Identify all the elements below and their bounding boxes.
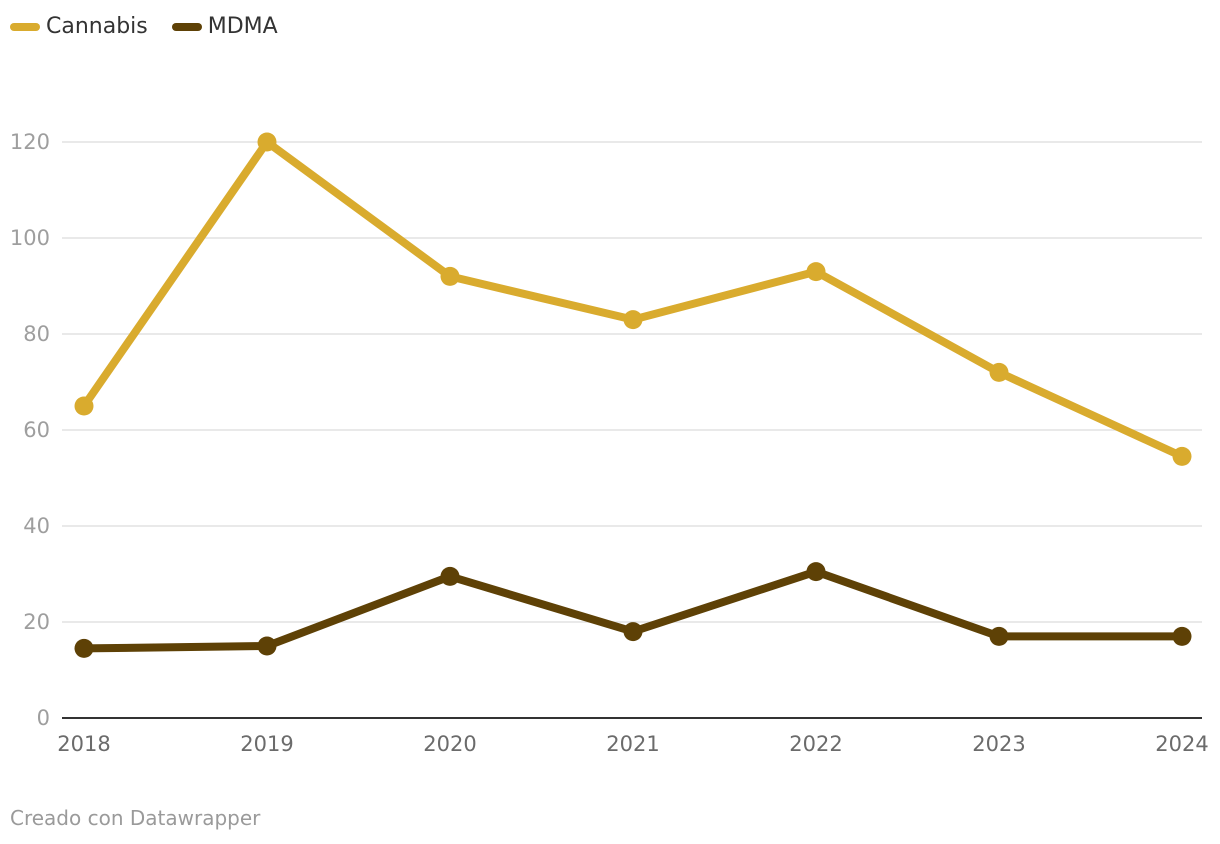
data-point-cannabis-2022 bbox=[806, 262, 826, 282]
x-tick-label-2019: 2019 bbox=[240, 732, 293, 756]
footer-credit: Creado con Datawrapper bbox=[10, 806, 261, 830]
chart-legend: Cannabis MDMA bbox=[10, 14, 278, 39]
data-point-mdma-2021 bbox=[623, 622, 643, 642]
y-tick-label-0: 0 bbox=[37, 706, 50, 730]
legend-swatch-cannabis bbox=[10, 22, 40, 31]
data-point-cannabis-2023 bbox=[989, 362, 1009, 382]
data-point-cannabis-2018 bbox=[74, 396, 94, 416]
data-point-mdma-2020 bbox=[440, 566, 460, 586]
legend-label-cannabis: Cannabis bbox=[46, 14, 148, 39]
data-point-mdma-2018 bbox=[74, 638, 94, 658]
x-tick-label-2018: 2018 bbox=[57, 732, 110, 756]
legend-label-mdma: MDMA bbox=[207, 14, 278, 39]
y-tick-label-20: 20 bbox=[23, 610, 50, 634]
data-point-cannabis-2024 bbox=[1172, 446, 1192, 466]
data-point-mdma-2023 bbox=[989, 626, 1009, 646]
data-point-mdma-2019 bbox=[257, 636, 277, 656]
y-tick-label-120: 120 bbox=[10, 130, 50, 154]
y-tick-label-40: 40 bbox=[23, 514, 50, 538]
data-point-mdma-2022 bbox=[806, 562, 826, 582]
y-tick-label-80: 80 bbox=[23, 322, 50, 346]
legend-item-mdma: MDMA bbox=[171, 14, 278, 39]
x-tick-label-2024: 2024 bbox=[1155, 732, 1208, 756]
y-tick-label-60: 60 bbox=[23, 418, 50, 442]
legend-item-cannabis: Cannabis bbox=[10, 14, 148, 39]
x-tick-label-2022: 2022 bbox=[789, 732, 842, 756]
legend-swatch-mdma bbox=[171, 22, 202, 31]
data-point-cannabis-2021 bbox=[623, 310, 643, 330]
data-point-mdma-2024 bbox=[1172, 626, 1192, 646]
x-tick-label-2023: 2023 bbox=[972, 732, 1025, 756]
data-point-cannabis-2019 bbox=[257, 132, 277, 152]
y-tick-label-100: 100 bbox=[10, 226, 50, 250]
series-line-cannabis bbox=[80, 138, 1186, 461]
x-tick-label-2020: 2020 bbox=[423, 732, 476, 756]
data-point-cannabis-2020 bbox=[440, 266, 460, 286]
x-tick-label-2021: 2021 bbox=[606, 732, 659, 756]
